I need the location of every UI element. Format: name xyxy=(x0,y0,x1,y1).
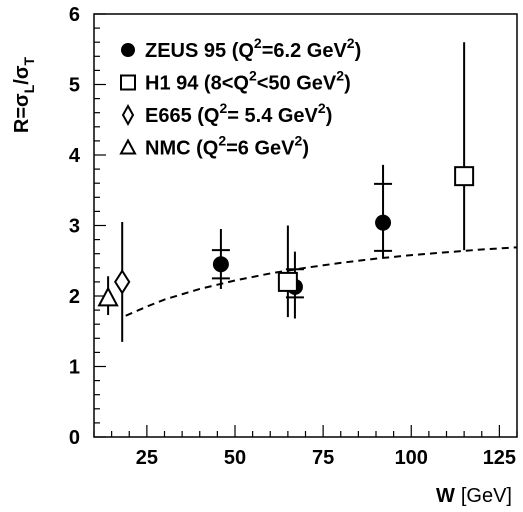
y-tick-label: 2 xyxy=(69,286,80,308)
points-layer xyxy=(97,42,475,342)
legend-label: H1 94 (8<Q2<50 GeV2) xyxy=(145,68,351,95)
x-tick-label: 75 xyxy=(312,447,334,469)
legend-superscript: 2 xyxy=(219,100,227,116)
legend-text-part: ) xyxy=(344,73,351,95)
open-triangle-marker xyxy=(97,286,119,307)
x-tick-label: 125 xyxy=(483,447,516,469)
y-tick-label: 5 xyxy=(69,75,80,97)
legend-text-part: =6 GeV xyxy=(226,138,295,160)
x-tick-label: 50 xyxy=(224,447,246,469)
legend: ZEUS 95 (Q2=6.2 GeV2)H1 94 (8<Q2<50 GeV2… xyxy=(119,35,361,160)
x-tick-label: 100 xyxy=(395,447,428,469)
legend-text-part: ) xyxy=(326,105,333,127)
x-axis-title-main: W xyxy=(436,485,455,507)
tick-labels: 0 1 2 3 4 5 6 25 50 75 100 125 xyxy=(69,4,516,469)
axis-ticks xyxy=(93,13,518,438)
y-tick-label: 6 xyxy=(69,4,80,26)
open-diamond-marker xyxy=(114,269,131,295)
legend-text-part: H1 94 (8<Q xyxy=(145,73,249,95)
legend-entry: NMC (Q2=6 GeV2) xyxy=(119,133,309,160)
legend-entry: E665 (Q2= 5.4 GeV2) xyxy=(121,100,332,127)
legend-superscript: 2 xyxy=(249,68,257,84)
series-0 xyxy=(211,164,393,319)
legend-superscript: 2 xyxy=(295,133,303,149)
legend-label: ZEUS 95 (Q2=6.2 GeV2) xyxy=(145,35,361,62)
filled-circle-marker xyxy=(121,43,135,57)
open-diamond-marker xyxy=(121,103,135,127)
legend-text-part: = 5.4 GeV xyxy=(227,105,318,127)
x-axis-title: W [GeV] xyxy=(436,485,512,507)
legend-entry: ZEUS 95 (Q2=6.2 GeV2) xyxy=(121,35,361,62)
y-axis-title-slash: /σ xyxy=(11,65,33,85)
y-axis-title-sub1: L xyxy=(21,84,37,93)
open-square-marker xyxy=(454,166,475,187)
y-axis-title: R=σL/σT xyxy=(11,56,37,133)
open-square-marker xyxy=(120,74,136,91)
legend-superscript: 2 xyxy=(254,35,262,51)
open-square-marker xyxy=(277,271,298,292)
filled-circle-marker xyxy=(375,214,392,231)
legend-text-part: E665 (Q xyxy=(145,105,219,127)
x-axis-title-unit: [GeV] xyxy=(461,485,512,507)
legend-superscript: 2 xyxy=(347,35,355,51)
open-triangle-marker xyxy=(119,138,137,155)
y-tick-label: 1 xyxy=(69,357,80,379)
legend-text-part: <50 GeV xyxy=(257,73,337,95)
y-tick-label: 0 xyxy=(69,427,80,449)
y-tick-label: 3 xyxy=(69,216,80,238)
legend-label: NMC (Q2=6 GeV2) xyxy=(145,133,309,160)
legend-text-part: ZEUS 95 (Q xyxy=(145,40,254,62)
legend-text-part: NMC (Q xyxy=(145,138,218,160)
theory-curve xyxy=(125,246,518,317)
y-tick-label: 4 xyxy=(69,145,81,167)
legend-text-part: =6.2 GeV xyxy=(262,40,348,62)
y-axis-title-main: R=σ xyxy=(11,93,33,133)
legend-text-part: ) xyxy=(355,40,362,62)
legend-superscript: 2 xyxy=(218,133,226,149)
legend-entry: H1 94 (8<Q2<50 GeV2) xyxy=(120,68,351,95)
curve-layer xyxy=(125,246,518,317)
legend-superscript: 2 xyxy=(318,100,326,116)
x-tick-label: 25 xyxy=(136,447,158,469)
series-1 xyxy=(277,42,475,318)
series-2 xyxy=(114,221,131,342)
legend-label: E665 (Q2= 5.4 GeV2) xyxy=(145,100,332,127)
y-axis-title-sub2: T xyxy=(21,56,37,65)
filled-circle-marker xyxy=(212,256,229,273)
legend-superscript: 2 xyxy=(336,68,344,84)
series-3 xyxy=(97,276,119,316)
legend-text-part: ) xyxy=(302,138,309,160)
